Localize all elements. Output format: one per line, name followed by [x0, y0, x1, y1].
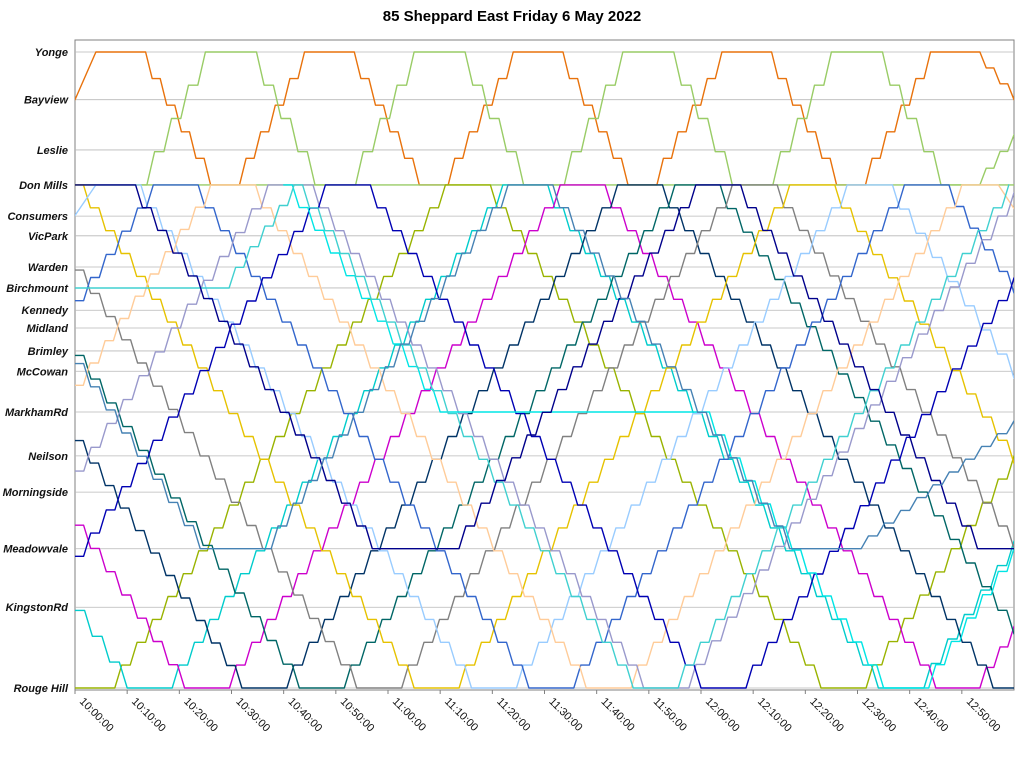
y-axis-stop-label: KingstonRd — [6, 602, 69, 614]
y-axis-stop-label: Don Mills — [19, 180, 68, 192]
y-axis-stop-label: Yonge — [35, 47, 68, 59]
y-axis-stop-label: Brimley — [28, 346, 69, 358]
x-axis-time-label: 12:10:00 — [755, 696, 794, 735]
series-line-green-yonge-donmills — [75, 51, 1014, 186]
x-axis-time-label: 11:00:00 — [390, 696, 428, 734]
y-axis-stop-label: Warden — [28, 262, 68, 274]
y-axis-stop-label: Rouge Hill — [14, 683, 69, 695]
x-axis-time-label: 11:30:00 — [546, 696, 584, 734]
series-line-turquoise-birchmount — [75, 184, 1010, 689]
x-axis-time-label: 10:50:00 — [338, 696, 377, 735]
series-line-darkblue-run — [75, 184, 1014, 689]
chart-title: 85 Sheppard East Friday 6 May 2022 — [382, 8, 642, 25]
y-axis-stop-label: Midland — [26, 323, 68, 335]
x-axis-time-label: 12:20:00 — [807, 696, 846, 735]
series-line-olive-run — [75, 184, 1014, 689]
series-line-cyan-markham-layover — [283, 184, 1014, 689]
x-axis-time-label: 12:00:00 — [703, 696, 742, 735]
y-axis-stop-label: Leslie — [37, 145, 68, 157]
y-axis-stop-label: VicPark — [28, 231, 69, 243]
y-axis-stop-label: Kennedy — [22, 305, 69, 317]
x-axis-time-label: 11:10:00 — [442, 696, 480, 734]
x-axis-time-label: 11:40:00 — [599, 696, 637, 734]
series-line-peach-run — [75, 184, 1014, 689]
x-axis-time-label: 12:40:00 — [912, 696, 951, 735]
y-axis-stop-label: Neilson — [28, 451, 68, 463]
series-line-steel-meadowvale-shortturn — [75, 184, 1014, 550]
x-axis-time-label: 10:40:00 — [286, 696, 325, 735]
series-line-mediumblue-run — [75, 184, 1014, 689]
y-axis-stop-label: Meadowvale — [3, 544, 68, 556]
series-group — [75, 51, 1014, 689]
x-axis-time-label: 11:20:00 — [494, 696, 532, 734]
y-axis-stop-label: Bayview — [24, 95, 69, 107]
series-line-navy-meadowvale-shortturn — [75, 184, 1014, 550]
series-line-purplegray-run — [75, 184, 1014, 689]
series-line-navy-run — [75, 184, 1014, 689]
x-axis-time-label: 10:00:00 — [77, 696, 116, 735]
x-axis-time-label: 10:30:00 — [233, 696, 272, 735]
y-axis-stop-label: Birchmount — [6, 283, 69, 295]
series-line-magenta-run — [75, 184, 1014, 689]
y-axis-stop-label: Consumers — [7, 211, 68, 223]
series-line-lightblue-run — [75, 184, 1014, 689]
x-axis-time-label: 10:20:00 — [181, 696, 220, 735]
x-axis-time-label: 10:10:00 — [129, 696, 168, 735]
y-axis-stop-label: MarkhamRd — [5, 407, 68, 419]
x-axis-time-label: 11:50:00 — [651, 696, 689, 734]
y-axis-stop-label: McCowan — [17, 366, 69, 378]
x-axis-time-label: 12:30:00 — [859, 696, 898, 735]
y-axis-stop-label: Morningside — [3, 487, 68, 499]
x-axis-time-label: 12:50:00 — [964, 696, 1003, 735]
